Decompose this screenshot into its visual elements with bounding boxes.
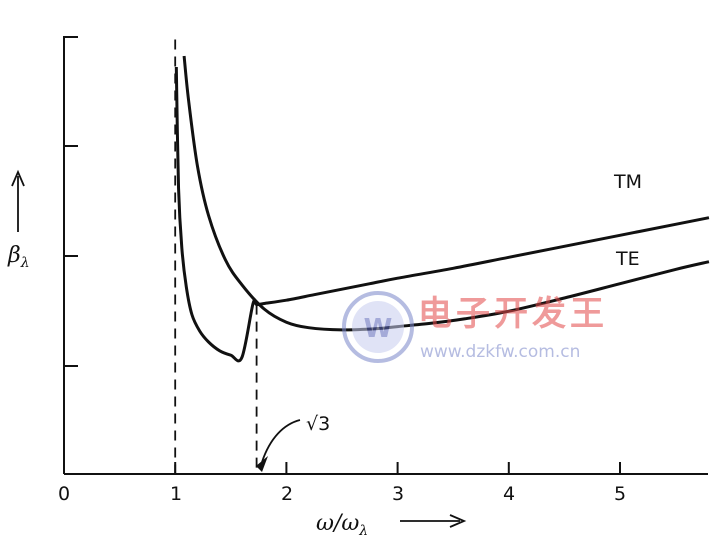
sqrt3-arrow bbox=[261, 419, 301, 463]
y-label-arrow-head bbox=[11, 169, 25, 187]
watermark-url: www.dzkfw.com.cn bbox=[420, 342, 580, 362]
watermark-logo-inner bbox=[352, 301, 404, 353]
x-tick-label-0: 0 bbox=[58, 483, 70, 505]
watermark: W 电子开发王 www.dzkfw.com.cn bbox=[342, 291, 608, 363]
series-tm-line bbox=[182, 55, 710, 332]
te-label: TE bbox=[615, 248, 640, 270]
x-tick-labels: 0 1 2 3 4 5 bbox=[58, 483, 626, 505]
tm-label: TM bbox=[613, 171, 642, 193]
x-tick-label-1: 1 bbox=[170, 483, 182, 505]
y-axis-label: βλ bbox=[7, 169, 30, 271]
watermark-logo-letter: W bbox=[364, 314, 393, 344]
x-tick-label-5: 5 bbox=[614, 483, 626, 505]
curves bbox=[174, 55, 710, 363]
y-ticks bbox=[64, 36, 78, 367]
x-label-arrow-head bbox=[449, 514, 467, 528]
sqrt3-arrow-head bbox=[256, 456, 268, 472]
x-axis-label: ω/ωλ bbox=[316, 511, 467, 539]
x-tick-label-2: 2 bbox=[281, 483, 293, 505]
x-ticks bbox=[174, 462, 621, 474]
watermark-logo bbox=[342, 291, 414, 363]
watermark-cn: 电子开发王 bbox=[418, 294, 608, 334]
sqrt3-annotation: √3 bbox=[306, 413, 330, 435]
x-tick-label-4: 4 bbox=[503, 483, 515, 505]
x-label-text: ω/ωλ bbox=[316, 511, 368, 539]
cutoff-lines bbox=[174, 39, 258, 474]
y-label-text: βλ bbox=[7, 243, 30, 271]
x-tick-label-3: 3 bbox=[392, 483, 404, 505]
